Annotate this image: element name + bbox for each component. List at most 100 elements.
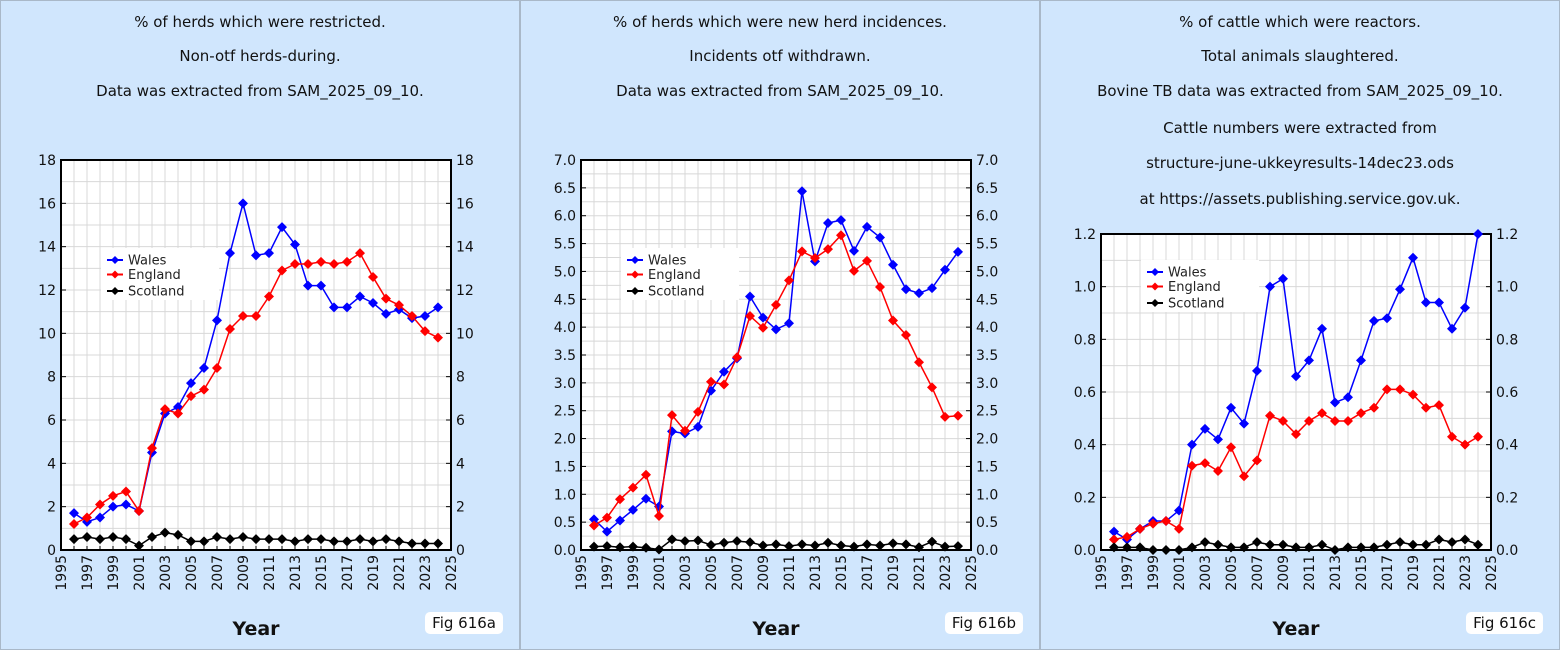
data-point xyxy=(1369,402,1379,413)
data-point xyxy=(1447,431,1457,442)
data-point xyxy=(212,363,222,373)
y-tick-label: 10 xyxy=(38,326,56,342)
data-point xyxy=(641,542,651,553)
data-point xyxy=(69,519,79,529)
y-tick-label: 2.0 xyxy=(554,432,576,448)
data-point xyxy=(1460,302,1470,313)
data-point xyxy=(654,544,664,555)
chart-source-line: Bovine TB data was extracted from SAM_20… xyxy=(1097,82,1503,100)
data-point xyxy=(823,537,833,548)
x-tick-label: 2023 xyxy=(938,555,954,591)
y-tick-label-right: 0.2 xyxy=(1496,490,1518,506)
data-point xyxy=(888,538,898,549)
y-tick-label-right: 8 xyxy=(456,370,465,386)
chart-title-line: % of herds which were new herd incidence… xyxy=(613,13,947,31)
data-point xyxy=(784,275,794,286)
chart-title-line: % of herds which were restricted. xyxy=(134,13,386,31)
x-tick-label: 2005 xyxy=(704,555,720,591)
series-scotland xyxy=(69,527,443,551)
data-point xyxy=(1317,323,1327,334)
data-point xyxy=(667,534,677,545)
y-tick-label-right: 1.5 xyxy=(976,459,998,475)
y-tick-label-right: 14 xyxy=(456,240,474,256)
data-point xyxy=(602,541,612,552)
data-point xyxy=(1356,355,1366,366)
data-point xyxy=(290,536,300,547)
data-point xyxy=(901,539,911,550)
data-point xyxy=(784,318,794,329)
x-tick-label: 1995 xyxy=(574,555,590,591)
chart-source-line: Data was extracted from SAM_2025_09_10. xyxy=(616,82,944,100)
data-point xyxy=(758,312,768,323)
data-point xyxy=(1174,505,1184,516)
y-tick-label: 18 xyxy=(38,153,56,169)
y-tick-label-right: 0 xyxy=(456,543,465,559)
legend-marker xyxy=(111,256,119,264)
data-point xyxy=(797,186,807,197)
data-point xyxy=(303,280,313,291)
data-point xyxy=(628,504,638,515)
y-tick-label: 5.0 xyxy=(554,264,576,280)
series-england xyxy=(1109,384,1483,545)
y-tick-label: 3.5 xyxy=(554,348,576,364)
data-point xyxy=(1291,429,1301,440)
data-point xyxy=(199,536,209,547)
x-tick-label: 2023 xyxy=(1458,555,1474,591)
data-point xyxy=(433,538,443,549)
data-point xyxy=(615,515,625,526)
data-point xyxy=(1174,545,1184,555)
data-point xyxy=(329,259,339,269)
x-tick-label: 2015 xyxy=(1354,555,1370,591)
x-tick-label: 1997 xyxy=(600,555,616,591)
x-tick-label: 2005 xyxy=(1224,555,1240,591)
data-point xyxy=(940,541,950,552)
x-tick-label: 1997 xyxy=(80,555,96,591)
chart-source-line: structure-june-ukkeyresults-14dec23.ods xyxy=(1146,154,1454,172)
data-point xyxy=(394,536,404,547)
data-point xyxy=(225,324,235,334)
data-point xyxy=(1421,297,1431,308)
data-point xyxy=(95,534,105,545)
x-tick-label: 2001 xyxy=(1172,555,1188,591)
data-point xyxy=(1434,534,1444,545)
y-tick-label: 5.5 xyxy=(554,237,576,253)
data-point xyxy=(745,311,755,321)
data-point xyxy=(1330,415,1340,426)
y-tick-label-right: 7.0 xyxy=(976,153,998,169)
x-axis-label: Year xyxy=(232,618,280,640)
data-point xyxy=(108,490,118,501)
data-point xyxy=(1330,397,1340,408)
data-point xyxy=(1291,542,1301,553)
y-tick-label-right: 3.0 xyxy=(976,376,998,392)
data-point xyxy=(342,256,352,267)
y-tick-label: 1.0 xyxy=(1074,280,1096,296)
data-point xyxy=(862,539,872,550)
data-point xyxy=(875,540,885,551)
y-tick-label: 0.0 xyxy=(554,543,576,559)
data-point xyxy=(1356,408,1366,419)
y-tick-label: 16 xyxy=(38,196,56,212)
y-tick-label: 6.0 xyxy=(554,209,576,225)
y-tick-label: 0.6 xyxy=(1074,385,1096,401)
data-point xyxy=(797,246,807,257)
data-point xyxy=(732,352,742,363)
series-england xyxy=(69,248,443,529)
data-point xyxy=(186,378,196,389)
data-point xyxy=(810,253,820,264)
data-point xyxy=(1460,534,1470,545)
data-point xyxy=(901,329,911,340)
y-tick-label: 2 xyxy=(47,500,56,516)
y-tick-label-right: 5.0 xyxy=(976,264,998,280)
data-point xyxy=(420,538,430,549)
x-tick-label: 1999 xyxy=(1146,555,1162,591)
data-point xyxy=(121,534,131,545)
data-point xyxy=(758,540,768,551)
data-point xyxy=(212,532,222,542)
data-point xyxy=(82,532,92,542)
data-point xyxy=(1473,431,1483,442)
x-tick-label: 2009 xyxy=(1276,555,1292,591)
data-point xyxy=(407,538,417,549)
y-tick-label-right: 1.2 xyxy=(1496,227,1518,243)
y-tick-label-right: 2.5 xyxy=(976,404,998,420)
data-point xyxy=(342,536,352,547)
